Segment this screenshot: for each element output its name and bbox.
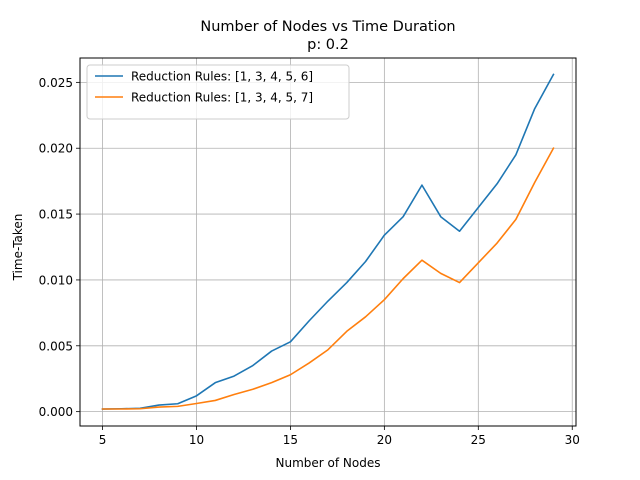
y-tick-label: 0.025 (39, 76, 73, 90)
series-line-2 (101, 147, 555, 410)
y-axis: 0.000 0.005 0.010 0.015 0.020 0.025 (39, 76, 80, 419)
chart-title: Number of Nodes vs Time Duration (200, 19, 455, 35)
legend-label-1: Reduction Rules: [1, 3, 4, 5, 6] (131, 70, 313, 84)
x-tick-label: 10 (189, 433, 204, 447)
series-line-1 (101, 73, 555, 410)
x-tick-label: 30 (565, 433, 580, 447)
chart-subtitle: p: 0.2 (307, 37, 349, 53)
x-tick-label: 25 (471, 433, 486, 447)
x-tick-label: 20 (377, 433, 392, 447)
y-axis-label: Time-Taken (11, 214, 25, 282)
y-tick-label: 0.020 (39, 142, 73, 156)
series-layer (101, 73, 555, 410)
legend-box (86, 64, 350, 120)
x-axis-label: Number of Nodes (276, 456, 381, 470)
y-tick-label: 0.015 (39, 208, 73, 222)
x-axis: 5 10 15 20 25 30 (99, 426, 580, 447)
y-tick-label: 0.010 (39, 273, 73, 287)
y-tick-label: 0.000 (39, 405, 73, 419)
legend: Reduction Rules: [1, 3, 4, 5, 6] Reductio… (86, 64, 350, 120)
plot-frame (79, 57, 577, 427)
legend-label-2: Reduction Rules: [1, 3, 4, 5, 7] (131, 91, 313, 105)
x-tick-label: 5 (99, 433, 107, 447)
x-tick-label: 15 (283, 433, 298, 447)
y-tick-label: 0.005 (39, 339, 73, 353)
